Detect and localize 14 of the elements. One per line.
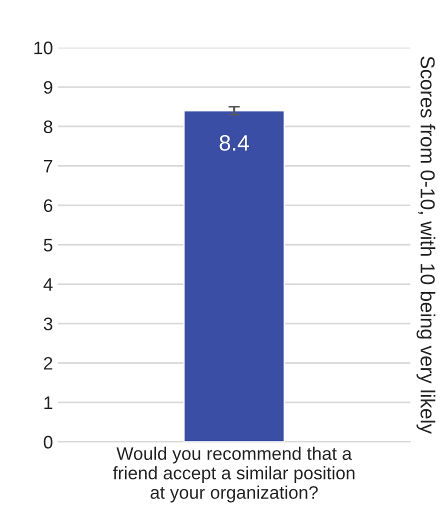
y-tick-label: 2 [44, 356, 52, 370]
y-tick-label: 5 [44, 238, 52, 252]
y-tick-label: 4 [43, 278, 53, 291]
y-tick-label: 0 [44, 436, 52, 449]
y-tick-label: 7 [44, 160, 52, 172]
y-tick-label: 3 [44, 318, 52, 330]
y-axis-title: Scores from 0-10, with 10 being very likely [416, 56, 436, 434]
y-tick-label: 6 [44, 199, 52, 212]
y-tick-label: 10 [34, 42, 52, 54]
x-tick-label: Would you recommend that a friend accept a similar position at your organization? [112, 446, 354, 502]
y-tick-label: 1 [44, 396, 52, 409]
y-tick-label: 8 [44, 120, 52, 134]
y-tick-label: 9 [44, 80, 52, 94]
data-label: 8.4 [220, 135, 249, 151]
